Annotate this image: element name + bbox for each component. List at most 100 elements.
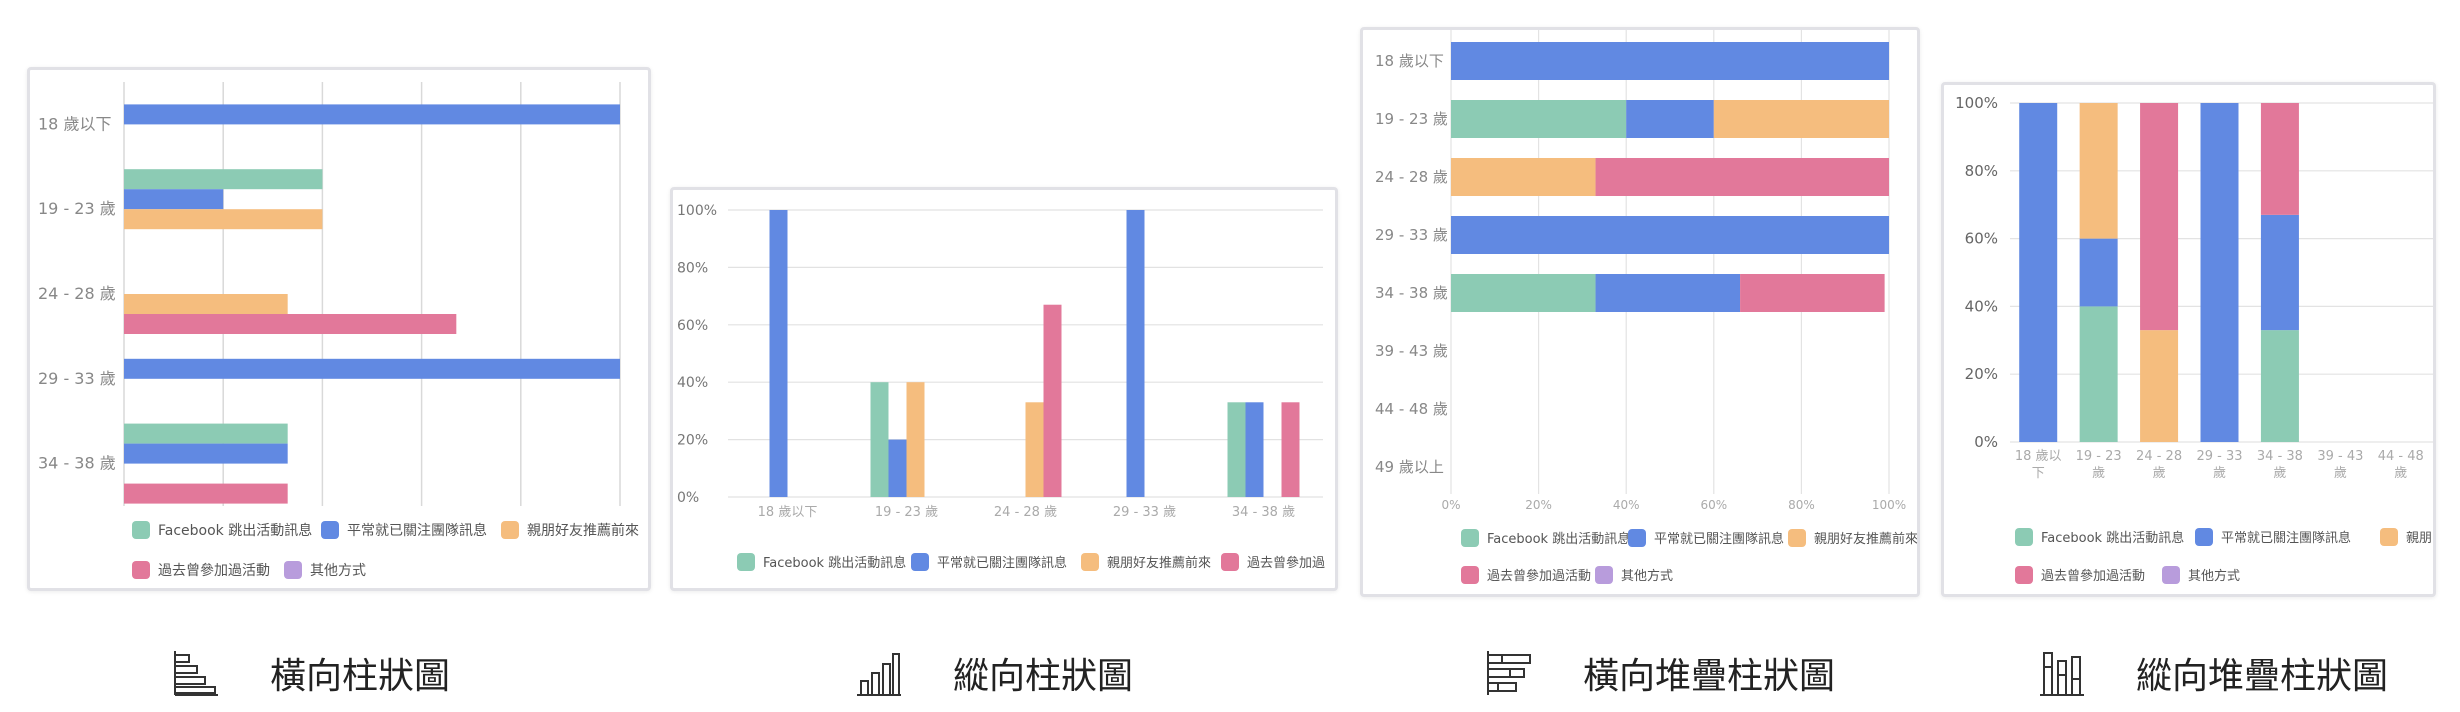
bar xyxy=(124,483,288,504)
x-tick-label: 0% xyxy=(1441,498,1460,512)
bar xyxy=(124,443,288,464)
legend-label: 平常就已關注團隊訊息 xyxy=(347,522,487,539)
bar-segment xyxy=(1451,42,1889,80)
legend-label: 過去曾參加過活動 xyxy=(1487,569,1591,584)
legend-swatch xyxy=(1788,529,1806,547)
x-tick-label: 39 - 43 xyxy=(2317,449,2363,464)
y-tick-label: 80% xyxy=(1965,162,1998,180)
x-tick-label: 100% xyxy=(1872,498,1906,512)
bar-segment xyxy=(1451,158,1596,196)
caption-label: 縱向堆疊柱狀圖 xyxy=(2136,656,2389,697)
legend-label: Facebook 跳出活動訊息 xyxy=(763,555,906,571)
caption-label: 橫向堆疊柱狀圖 xyxy=(1583,656,1836,697)
y-tick-label: 18 歲以下 xyxy=(1375,52,1444,70)
legend-swatch xyxy=(321,521,339,539)
legend-swatch xyxy=(2380,528,2398,546)
x-tick-label: 歲 xyxy=(2153,466,2166,481)
vertical-bar-chart: 0% 20% 40% 60% 80% 100% 18 歲以下 19 - 23 歲 24 - 28… xyxy=(677,203,1325,571)
chart-card-vertical-bar: 0% 20% 40% 60% 80% 100% 18 歲以下 19 - 23 歲 24 - 28… xyxy=(670,187,1338,591)
legend-swatch xyxy=(2195,528,2213,546)
y-tick-label: 24 - 28 歲 xyxy=(38,284,116,303)
x-tick-label: 19 - 23 歲 xyxy=(875,505,938,520)
bar-segment xyxy=(1713,100,1889,138)
bar xyxy=(1025,402,1044,497)
vertical-bar-chart-icon xyxy=(855,649,903,697)
bar xyxy=(1245,402,1264,497)
bar xyxy=(769,210,788,497)
legend-label: 親朋好友推薦前來 xyxy=(527,522,639,539)
legend-label: 其他方式 xyxy=(310,563,366,579)
bar xyxy=(124,209,323,230)
legend-swatch xyxy=(1628,529,1646,547)
y-tick-label: 20% xyxy=(1965,365,1998,383)
bar xyxy=(124,104,620,125)
legend-swatch xyxy=(132,561,150,579)
legend-label: Facebook 跳出活動訊息 xyxy=(158,522,312,539)
legend-swatch xyxy=(911,553,929,571)
x-tick-label: 歲 xyxy=(2092,466,2105,481)
legend-label: 平常就已關注團隊訊息 xyxy=(2221,530,2351,546)
x-tick-label: 歲 xyxy=(2334,466,2347,481)
y-tick-label: 18 歲以下 xyxy=(38,114,111,133)
bar xyxy=(124,358,620,379)
x-tick-label: 歲 xyxy=(2273,466,2286,481)
bar-segment xyxy=(2260,103,2299,215)
x-tick-label: 24 - 28 xyxy=(2136,449,2182,464)
horizontal-bar-chart: 18 歲以下 19 - 23 歲 24 - 28 歲 29 - 33 歲 34 - 38… xyxy=(38,82,639,579)
chart-card-vertical-stacked-bar: 0% 20% 40% 60% 80% 100% 18 歲以下 19 - 23 歲 24 - 28 歲… xyxy=(1941,82,2436,597)
x-tick-label: 29 - 33 歲 xyxy=(1113,505,1176,520)
x-tick-label: 下 xyxy=(2032,466,2045,481)
bar-segment xyxy=(1626,100,1714,138)
bar-segment xyxy=(2260,330,2299,442)
bar-segment xyxy=(1451,100,1627,138)
bar xyxy=(124,423,288,444)
y-tick-label: 0% xyxy=(1974,433,1998,451)
x-tick-label: 20% xyxy=(1525,498,1552,512)
bar xyxy=(124,189,224,210)
bar xyxy=(906,382,925,497)
bar xyxy=(1126,210,1145,497)
y-tick-label: 40% xyxy=(677,375,708,391)
caption-horizontal-bar[interactable]: 橫向柱狀圖 xyxy=(172,647,450,699)
y-tick-label: 0% xyxy=(677,490,699,506)
caption-horizontal-stacked-bar[interactable]: 橫向堆疊柱狀圖 xyxy=(1485,647,1835,699)
legend-swatch xyxy=(1221,553,1239,571)
legend-swatch xyxy=(132,521,150,539)
y-tick-label: 34 - 38 歲 xyxy=(38,454,116,473)
caption-label: 橫向柱狀圖 xyxy=(270,656,451,697)
y-tick-label: 49 歲以上 xyxy=(1375,458,1444,476)
bar-segment xyxy=(2200,103,2239,442)
chart-card-horizontal-bar: 18 歲以下 19 - 23 歲 24 - 28 歲 29 - 33 歲 34 - 38… xyxy=(27,67,651,591)
legend-label: Facebook 跳出活動訊息 xyxy=(2041,530,2184,546)
bar-segment xyxy=(2140,330,2179,442)
x-tick-label: 80% xyxy=(1788,498,1815,512)
legend-label: 親朋好友推薦前來 xyxy=(1107,555,1211,571)
legend-label: 其他方式 xyxy=(2188,568,2240,584)
legend-label: 平常就已關注團隊訊息 xyxy=(937,555,1067,571)
legend-swatch xyxy=(284,561,302,579)
caption-vertical-stacked-bar[interactable]: 縱向堆疊柱狀圖 xyxy=(2038,647,2388,699)
caption-vertical-bar[interactable]: 縱向柱狀圖 xyxy=(855,647,1133,699)
legend-label: 過去曾參加過活動 xyxy=(2041,569,2145,584)
y-tick-label: 80% xyxy=(677,260,708,276)
legend-swatch xyxy=(1461,529,1479,547)
y-tick-label: 29 - 33 歲 xyxy=(38,369,116,388)
bar xyxy=(870,382,889,497)
legend-label: 過去曾參加過活動 xyxy=(158,563,270,579)
bar xyxy=(888,439,907,497)
x-tick-label: 34 - 38 歲 xyxy=(1232,505,1295,520)
y-tick-label: 34 - 38 歲 xyxy=(1375,284,1448,302)
y-tick-label: 40% xyxy=(1965,297,1998,315)
vertical-stacked-bar-chart-icon xyxy=(2038,649,2086,697)
legend-swatch xyxy=(2162,566,2180,584)
legend-swatch xyxy=(1081,553,1099,571)
y-tick-label: 60% xyxy=(1965,230,1998,248)
bar-segment xyxy=(2140,103,2179,331)
bar-segment xyxy=(2079,103,2118,239)
bar-segment xyxy=(1740,274,1885,312)
x-tick-label: 40% xyxy=(1613,498,1640,512)
y-tick-label: 100% xyxy=(1955,94,1998,112)
bar xyxy=(124,314,457,334)
y-tick-label: 44 - 48 歲 xyxy=(1375,400,1448,418)
bar-segment xyxy=(2019,103,2058,442)
